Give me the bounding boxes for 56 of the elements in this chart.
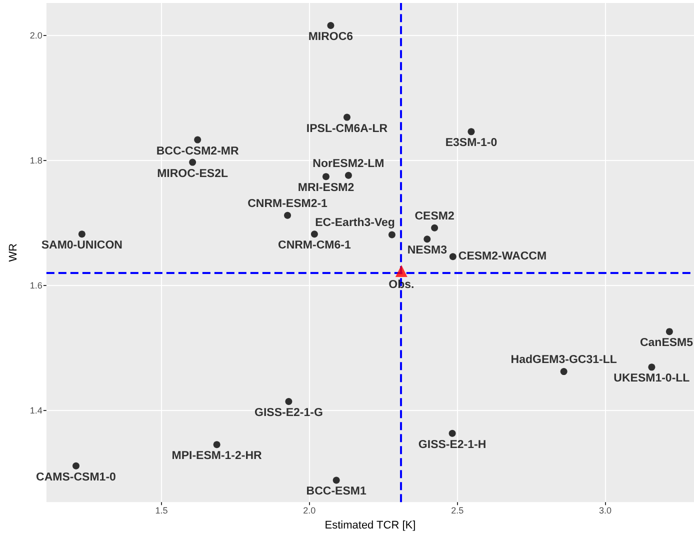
series-label: CanESM5: [640, 337, 694, 350]
point: [194, 136, 202, 144]
point: [327, 22, 334, 29]
series-label: UKESM1-0-LL: [614, 372, 690, 385]
point: [449, 253, 456, 260]
series-label: HadGEM3-GC31-LL: [510, 354, 617, 366]
point: [395, 264, 408, 277]
series-label: NESM3: [407, 244, 447, 257]
point: [468, 128, 475, 136]
point: [448, 430, 456, 437]
point: [560, 368, 568, 376]
x-tick-label: 3.0: [598, 506, 612, 516]
point: [424, 236, 431, 243]
point: [285, 398, 292, 406]
series-label: CAMS-CSM1-0: [36, 471, 116, 484]
series-label: IPSL-CM6A-LR: [306, 122, 388, 135]
series-label: GISS-E2-1-G: [254, 407, 323, 420]
point: [78, 230, 86, 238]
y-tick-label: 1.4: [30, 405, 42, 416]
x-tick-label: 1.5: [155, 506, 168, 516]
point: [388, 231, 396, 238]
series-label: CESM2-WACCM: [458, 250, 547, 263]
point: [332, 476, 340, 484]
series-label: E3SM-1-0: [445, 137, 498, 150]
series-label: MIROC6: [308, 30, 354, 43]
y-tick-label: 2.0: [30, 30, 42, 40]
series-label: SAM0-UNICON: [41, 240, 122, 252]
point: [213, 441, 220, 448]
series-label: EC-Earth3-Veg: [315, 217, 395, 230]
point: [666, 328, 673, 336]
series-label: BCC-ESM1: [306, 486, 367, 498]
series-label: CESM2: [414, 210, 454, 222]
point: [344, 172, 352, 179]
y-axis-title: WR: [8, 243, 20, 262]
y-tick-label: 1.8: [30, 155, 42, 166]
series-label: Obs.: [388, 278, 414, 291]
y-tick-label: 1.6: [30, 280, 42, 290]
x-tick-label: 2.5: [451, 506, 464, 516]
point: [189, 158, 196, 166]
series-label: NorESM2-LM: [312, 158, 384, 170]
point: [431, 224, 438, 232]
point: [648, 364, 656, 371]
series-label: CNRM-ESM2-1: [248, 198, 328, 210]
point: [284, 212, 292, 219]
x-tick-label: 2.0: [303, 506, 316, 516]
series-label: MRI-ESM2: [298, 182, 354, 194]
series-label: BCC-CSM2-MR: [156, 145, 240, 158]
series-label: GISS-E2-1-H: [418, 438, 486, 451]
point: [310, 230, 318, 238]
point: [72, 462, 80, 470]
series-label: CNRM-CM6-1: [278, 240, 352, 252]
point: [343, 114, 350, 121]
series-label: MPI-ESM-1-2-HR: [172, 450, 263, 462]
x-axis-title: Estimated TCR [K]: [324, 520, 416, 532]
point: [322, 173, 330, 180]
series-label: MIROC-ES2L: [157, 168, 228, 180]
